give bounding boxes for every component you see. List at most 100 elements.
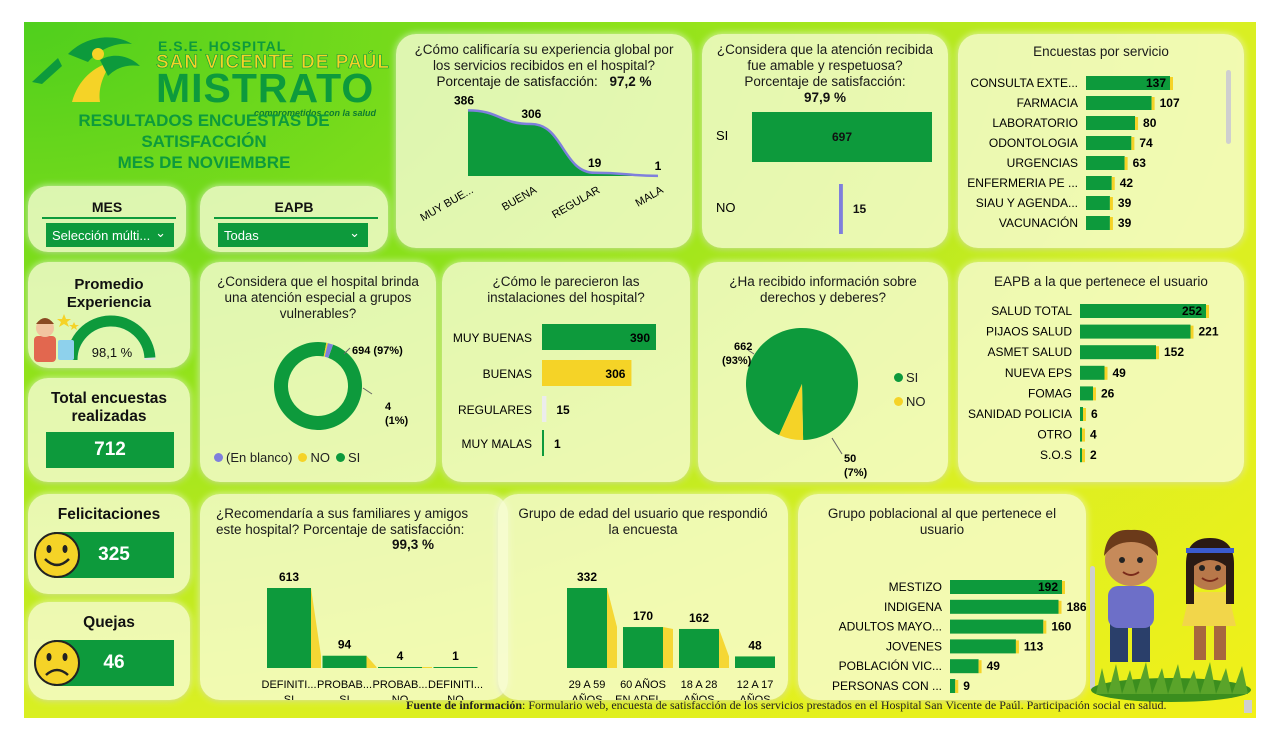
poblacional-data-label: 186 xyxy=(1067,600,1087,614)
poblacional-bar xyxy=(950,599,1059,614)
recomendaria-data-label: 1 xyxy=(452,649,459,663)
poblacional-scrollbar[interactable] xyxy=(1090,566,1095,690)
vulnerables-legend-item[interactable]: NO xyxy=(298,450,330,465)
derechos-legend-label: SI xyxy=(906,370,919,385)
edad-bar xyxy=(735,656,775,668)
poblacional-data-label: 113 xyxy=(1024,639,1044,653)
instalaciones-bar xyxy=(542,430,544,456)
eapb-chart-title: EAPB a la que pertenece el usuario xyxy=(966,274,1236,290)
servicio-data-label: 80 xyxy=(1143,116,1157,130)
vulnerables-title-line: ¿Considera que el hospital brinda xyxy=(217,274,419,289)
felicitaciones-title: Felicitaciones xyxy=(57,506,161,523)
edad-bar xyxy=(567,588,607,668)
servicio-bar xyxy=(1086,116,1136,130)
amable-bar xyxy=(752,112,932,162)
promedio-gauge: 98,1 % xyxy=(34,314,156,362)
instalaciones-category-label: BUENAS xyxy=(483,367,532,381)
eapb-filter-dropdown[interactable]: Todas ⌄ xyxy=(218,223,368,247)
eapb-category-label: FOMAG xyxy=(1028,386,1072,400)
edad-bar-shadow xyxy=(607,588,617,668)
experiencia-subtitle: Porcentaje de satisfacción: 97,2 % xyxy=(396,74,692,89)
derechos-title-line: derechos y deberes? xyxy=(759,290,887,305)
recomendaria-chart-title: ¿Recomendaría a sus familiares y amigos e… xyxy=(216,506,500,538)
eapb-bar-shadow xyxy=(1206,305,1209,318)
edad-tick-label: 60 AÑOS xyxy=(620,678,666,691)
servicio-title-line: Encuestas por servicio xyxy=(1033,44,1169,59)
children-illustration-icon xyxy=(1091,529,1251,702)
servicio-bar-shadow xyxy=(1170,77,1173,90)
recomendaria-tick-label: DEFINITI... xyxy=(262,679,317,691)
recomendaria-bar-shadow xyxy=(422,667,432,668)
instalaciones-title-line: instalaciones del hospital? xyxy=(487,290,645,305)
source-scroll-handle[interactable] xyxy=(1244,700,1252,713)
poblacional-chart-card: Grupo poblacional al que pertenece el usu… xyxy=(798,494,1095,700)
eapb-bar-shadow xyxy=(1082,449,1085,463)
derechos-legend-item[interactable]: NO xyxy=(894,390,926,414)
vulnerables-legend-item[interactable]: (En blanco) xyxy=(214,450,292,465)
edad-bar-shadow xyxy=(719,628,729,668)
mes-filter-dropdown[interactable]: Selección múlti... ⌄ xyxy=(46,223,174,247)
eapb-bar xyxy=(1080,407,1083,421)
experiencia-subtitle-value: 97,2 % xyxy=(605,74,652,89)
edad-chart-card: Grupo de edad del usuario que respondió l… xyxy=(498,494,788,700)
amable-data-label: 15 xyxy=(853,202,867,216)
derechos-legend-item[interactable]: SI xyxy=(894,366,926,390)
logo-line-1: E.S.E. HOSPITAL xyxy=(158,38,287,54)
total-title-line-2: realizadas xyxy=(71,408,147,425)
vulnerables-slice xyxy=(324,343,334,358)
vulnerables-donut-chart: 694 (97%) 4 (1%) xyxy=(274,342,409,430)
experiencia-subtitle-label: Porcentaje de satisfacción: xyxy=(436,74,598,89)
poblacional-bar-shadow xyxy=(1043,620,1047,634)
recomendaria-bar xyxy=(267,588,311,668)
experiencia-tick-label: MUY BUE... xyxy=(418,184,475,224)
recomendaria-bar-chart: 613 DEFINITI... SI 94 PROBAB... SI 4 PROBAB... N… xyxy=(262,570,484,700)
vulnerables-legend-label: NO xyxy=(310,450,330,465)
instalaciones-bar xyxy=(542,324,656,350)
vulnerables-slice xyxy=(323,342,328,357)
experiencia-area xyxy=(468,110,658,176)
edad-tick-label: AÑOS xyxy=(739,693,770,700)
servicio-bar-shadow xyxy=(1109,197,1113,210)
poblacional-bar xyxy=(950,679,956,693)
amable-bar xyxy=(839,184,843,234)
amable-bar-chart: SI 697 NO 15 xyxy=(716,112,932,234)
edad-bar xyxy=(623,627,663,668)
servicio-bar-shadow xyxy=(1109,217,1113,230)
dashboard: E.S.E. HOSPITAL SAN VICENTE DE PAÚL MIST… xyxy=(24,22,1256,718)
promedio-title: Promedio Experiencia xyxy=(28,276,190,312)
recomendaria-data-label: 613 xyxy=(279,570,299,584)
servicio-category-label: FARMACIA xyxy=(1017,96,1078,110)
source-note: Fuente de información: Formulario web, e… xyxy=(406,698,1256,713)
logo-mark-icon xyxy=(32,37,140,102)
vulnerables-legend-item[interactable]: SI xyxy=(335,450,360,465)
instalaciones-title-line: ¿Cómo le parecieron las xyxy=(492,274,640,289)
eapb-bar xyxy=(1080,324,1191,339)
recomendaria-tick-label: NO xyxy=(447,694,464,700)
edad-bar xyxy=(679,628,719,668)
edad-data-label: 332 xyxy=(577,570,597,584)
amable-subtitle-value: 97,9 % xyxy=(803,90,847,105)
derechos-data-label: 50 xyxy=(844,453,856,465)
eapb-data-label: 6 xyxy=(1091,407,1098,421)
experiencia-chart-title: ¿Cómo calificaría su experiencia global … xyxy=(404,42,684,74)
total-card: Total encuestas realizadas 712 xyxy=(28,378,190,482)
instalaciones-bar xyxy=(542,360,632,386)
smiley-sad-icon xyxy=(34,640,80,686)
amable-title-line: fue amable y respetuosa? xyxy=(747,58,903,73)
servicio-bar xyxy=(1086,136,1132,150)
smiley-happy-icon xyxy=(34,532,80,578)
logo-line-2: SAN VICENTE DE PAÚL xyxy=(156,52,391,74)
recomendaria-chart-card: ¿Recomendaría a sus familiares y amigos e… xyxy=(200,494,508,700)
servicio-bar xyxy=(1086,76,1170,90)
servicio-category-label: CONSULTA EXTE... xyxy=(970,76,1078,90)
servicio-scrollbar[interactable] xyxy=(1226,70,1231,144)
instalaciones-chart-card: ¿Cómo le parecieron las instalaciones del… xyxy=(442,262,690,482)
recomendaria-tick-label: DEFINITI... xyxy=(428,679,483,691)
experiencia-tick-label: REGULAR xyxy=(550,184,602,221)
instalaciones-bar xyxy=(542,396,547,422)
servicio-data-label: 39 xyxy=(1118,196,1132,210)
quejas-card: Quejas 46 xyxy=(28,602,190,700)
poblacional-title-line: Grupo poblacional al que pertenece el xyxy=(827,506,1057,521)
vulnerables-chart-title: ¿Considera que el hospital brinda una ate… xyxy=(208,274,428,322)
eapb-data-label: 49 xyxy=(1113,366,1127,380)
